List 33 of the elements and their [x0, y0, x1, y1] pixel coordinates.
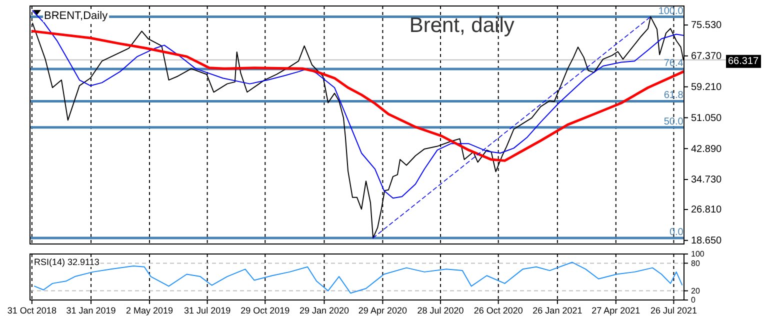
annotation: 50.0 — [664, 116, 684, 128]
chart-title: RSI(14) 32.9113 — [34, 257, 100, 267]
y-tick-label: 100 — [691, 250, 705, 259]
x-tick-label: 29 Jan 2020 — [299, 305, 350, 316]
annotation: 100.0 — [658, 6, 684, 17]
x-tick-label: 31 Oct 2018 — [7, 305, 56, 316]
x-tick-label: 31 Jul 2019 — [184, 305, 231, 316]
y-tick-label: 67.370 — [691, 51, 722, 62]
y-tick-label: 34.730 — [691, 174, 722, 186]
ref-line-label: 66.317 — [728, 56, 760, 67]
y-tick-label: 80 — [691, 258, 700, 268]
y-tick-label: 18.650 — [691, 236, 722, 247]
y-tick-label: 51.050 — [691, 112, 722, 124]
annotation: 0.0 — [669, 226, 684, 238]
y-tick-label: 59.210 — [691, 82, 722, 94]
x-tick-label: 26 Jan 2021 — [532, 305, 582, 316]
annotation: Brent, daily — [409, 14, 515, 37]
x-tick-label: 29 Oct 2019 — [240, 305, 290, 316]
x-tick-label: 29 Apr 2020 — [358, 305, 407, 316]
chart-title: BRENT,Daily — [44, 10, 108, 22]
y-tick-label: 0 — [691, 296, 696, 305]
y-tick-label: 20 — [691, 286, 700, 296]
x-tick-label: 31 Jan 2019 — [66, 305, 116, 316]
y-tick-label: 75.530 — [691, 20, 722, 32]
annotation: 61.8 — [664, 90, 684, 102]
y-tick-label: 26.810 — [691, 204, 722, 216]
x-tick-label: 28 Jul 2020 — [417, 305, 464, 316]
y-tick-label: 42.890 — [691, 144, 722, 155]
x-tick-label: 26 Jul 2021 — [650, 305, 697, 316]
x-tick-label: 26 Oct 2020 — [474, 305, 523, 316]
x-tick-label: 27 Apr 2021 — [592, 305, 640, 316]
x-tick-label: 2 May 2019 — [126, 305, 174, 316]
annotation: 76.4 — [664, 58, 684, 70]
